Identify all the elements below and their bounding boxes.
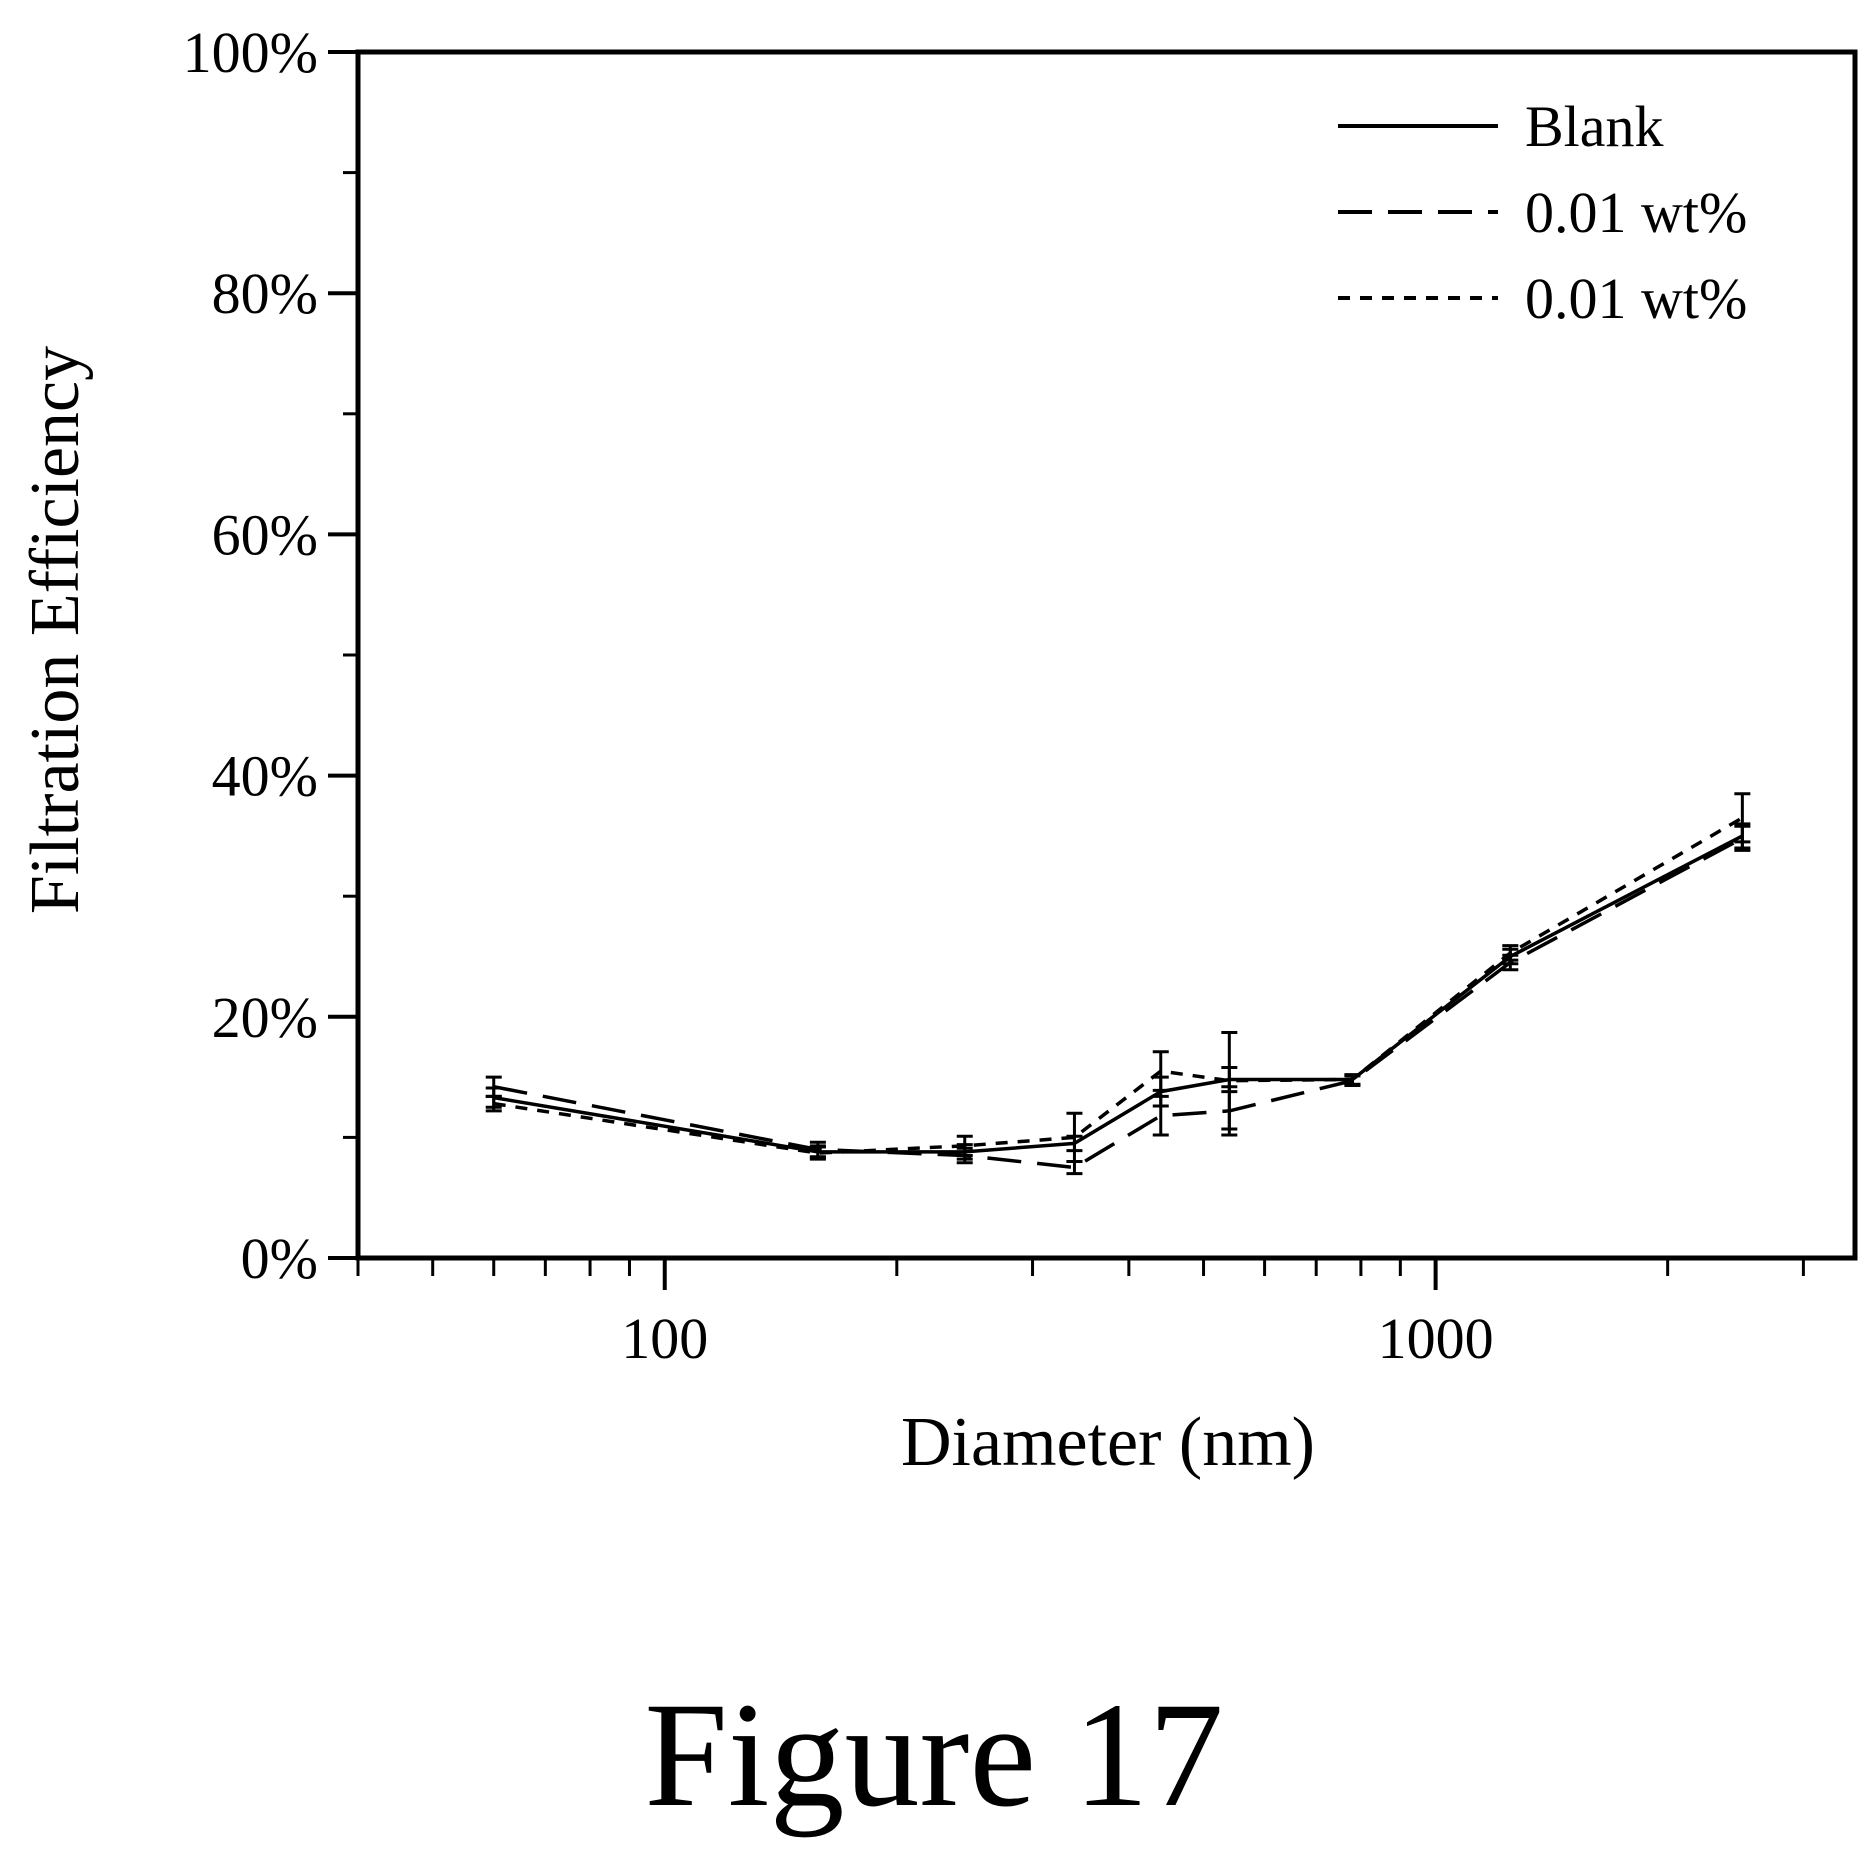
error-bar xyxy=(956,1134,973,1157)
y-tick-label: 100% xyxy=(183,20,318,85)
legend-label: 0.01 wt% xyxy=(1525,266,1747,331)
error-bar xyxy=(485,1094,502,1113)
legend-label: 0.01 wt% xyxy=(1525,180,1747,245)
series-layer xyxy=(485,792,1751,1176)
y-tick-label: 60% xyxy=(212,502,318,567)
error-bar xyxy=(1734,792,1751,844)
y-tick-label: 80% xyxy=(212,261,318,326)
y-axis-ticks: 0% 20% 40% 60% 80% 100% xyxy=(183,20,358,1291)
legend-label: Blank xyxy=(1525,94,1664,159)
error-bar xyxy=(1152,1094,1169,1137)
series-line-dotted xyxy=(493,816,1744,1155)
figure-caption: Figure 17 xyxy=(644,1672,1223,1838)
error-bar xyxy=(809,1145,826,1161)
y-tick-label: 40% xyxy=(212,744,318,809)
x-axis-label: Diameter (nm) xyxy=(901,1404,1315,1481)
plot-frame xyxy=(355,49,1858,1261)
x-tick-label: 1000 xyxy=(1378,1306,1494,1371)
y-axis-label: Filtration Efficiency xyxy=(17,346,94,914)
y-tick-label: 0% xyxy=(241,1226,318,1291)
legend: Blank 0.01 wt% 0.01 wt% xyxy=(1338,94,1747,331)
x-axis-ticks: 100 1000 xyxy=(356,1258,1805,1371)
y-tick-label: 20% xyxy=(212,985,318,1050)
error-bar xyxy=(1344,1073,1361,1086)
error-bar xyxy=(1502,944,1519,962)
x-tick-label: 100 xyxy=(621,1306,708,1371)
error-bar xyxy=(1221,1030,1238,1131)
error-bar xyxy=(1066,1111,1083,1164)
error-bar xyxy=(1152,1050,1169,1092)
